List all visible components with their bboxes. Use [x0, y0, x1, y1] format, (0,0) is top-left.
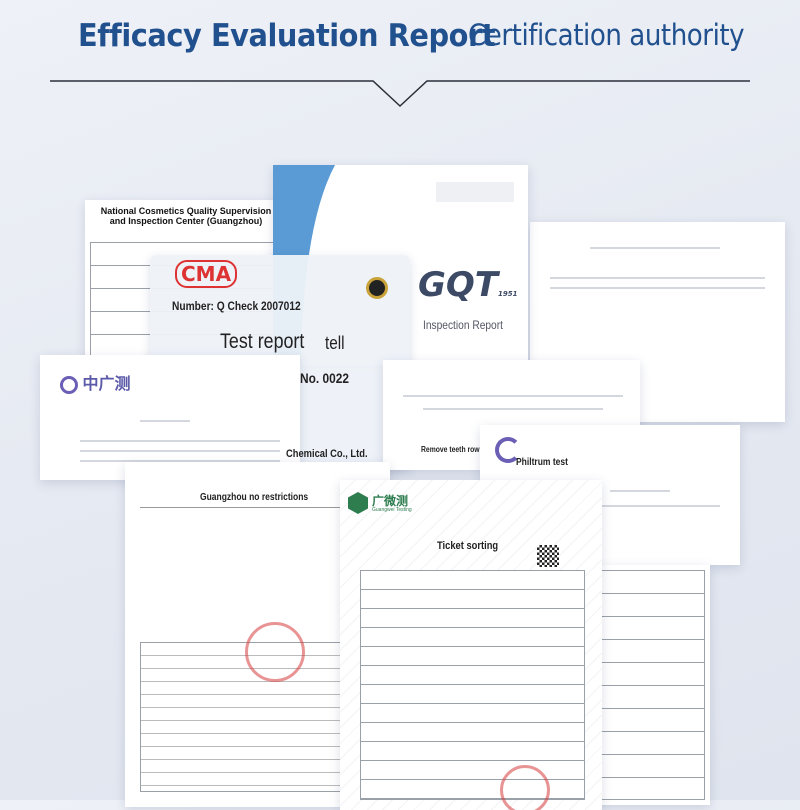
national-center-heading: National Cosmetics Quality Supervision a… [100, 206, 272, 226]
page-subtitle: Certification authority [468, 18, 745, 52]
qr-code [537, 545, 559, 567]
gt-logo-subtext: Guangwei Testing [372, 507, 412, 513]
gt-logo [348, 492, 368, 514]
gt-logo-text: 广微测 [372, 494, 409, 508]
page-title: Efficacy Evaluation Report [78, 18, 496, 54]
divider-chevron [50, 80, 750, 108]
philtrum-logo [495, 437, 521, 463]
zgc-logo: 中广测 [60, 370, 130, 394]
report-number: No. 0022 [300, 370, 349, 386]
document-zgc: 中广测 [40, 355, 300, 480]
gqt-logo: GQT1951 [418, 265, 518, 305]
seal-icon [366, 277, 388, 299]
document-right-table [590, 565, 710, 805]
cma-logo: CMA [175, 260, 238, 288]
document-gt: 广微测 Guangwei Testing Ticket sorting [340, 480, 602, 810]
company-name: Chemical Co., Ltd. [286, 448, 368, 460]
